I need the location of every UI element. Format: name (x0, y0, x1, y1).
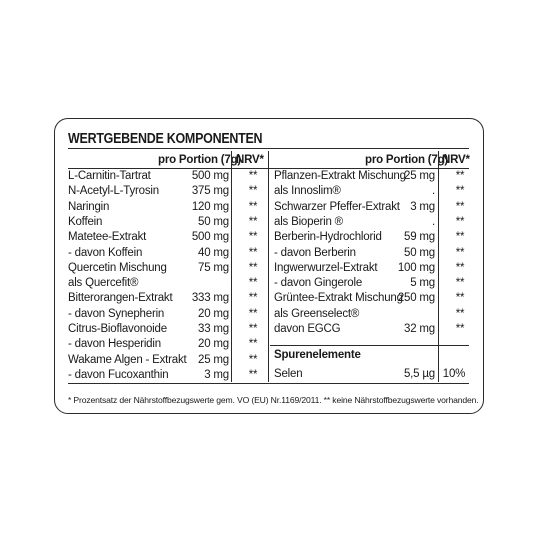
ingredient-amount: 75 mg (198, 261, 229, 274)
ingredient-nrv: ** (248, 292, 258, 305)
trace-heading: Spurenelemente (274, 349, 361, 361)
ingredient-name: als Innoslim® (274, 185, 341, 198)
ingredient-nrv: ** (455, 261, 465, 274)
ingredient-name: Matetee-Extrakt (68, 231, 147, 244)
ingredient-name: N-Acetyl-L-Tyrosin (68, 185, 159, 198)
right-col-nrv-header: NRV* (442, 154, 470, 166)
ingredient-amount: 20 mg (198, 338, 229, 351)
trace-row-name: Selen (274, 368, 303, 380)
ingredient-nrv: ** (248, 200, 258, 213)
ingredient-nrv: ** (455, 292, 465, 305)
ingredient-name: Schwarzer Pfeffer-Extrakt (274, 200, 400, 213)
ingredient-name: Berberin-Hydrochlorid (274, 231, 382, 244)
ingredient-nrv: ** (455, 231, 465, 244)
ingredient-name: Pflanzen-Extrakt Mischung (274, 170, 406, 182)
ingredient-nrv: ** (248, 185, 258, 198)
ingredient-name: - davon Berberin (274, 246, 356, 259)
ingredient-name: - davon Hesperidin (68, 338, 161, 351)
ingredient-name: - davon Koffein (68, 246, 143, 259)
title-underline (68, 148, 469, 149)
ingredient-amount: 3 mg (204, 368, 229, 381)
ingredient-amount: 25 mg (198, 353, 229, 366)
ingredient-nrv: ** (455, 307, 465, 320)
ingredient-name: Naringin (68, 200, 110, 213)
ingredient-amount: 500 mg (191, 231, 229, 244)
ingredient-nrv: ** (248, 338, 258, 351)
ingredient-nrv: ** (455, 215, 465, 228)
ingredient-nrv: ** (248, 261, 258, 274)
trace-separator (270, 345, 469, 346)
ingredient-name: als Quercefit® (68, 277, 139, 290)
ingredient-amount: 5 mg (410, 277, 435, 290)
right-nrv-divider (438, 151, 439, 382)
ingredient-amount: 375 mg (191, 185, 229, 198)
ingredient-name: als Bioperin ® (274, 215, 343, 228)
center-divider (268, 151, 269, 382)
ingredient-nrv: ** (455, 185, 465, 198)
trace-row-nrv: 10% (442, 368, 466, 380)
ingredient-amount: 59 mg (404, 231, 435, 244)
right-col-portion-header: pro Portion (7g) (365, 154, 449, 166)
left-nrv-divider (231, 151, 232, 382)
ingredient-nrv: ** (248, 231, 258, 244)
ingredient-nrv: ** (248, 215, 258, 228)
ingredient-amount: 100 mg (397, 261, 435, 274)
label-title: WERTGEBENDE KOMPONENTEN (68, 131, 263, 147)
ingredient-name: Citrus-Bioflavonoide (68, 323, 167, 335)
footnote: * Prozentsatz der Nährstoffbezugswerte g… (68, 395, 479, 405)
ingredient-amount: 33 mg (198, 323, 229, 335)
ingredient-amount: 20 mg (198, 307, 229, 320)
ingredient-amount: 250 mg (397, 292, 435, 305)
ingredient-name: Koffein (68, 215, 103, 228)
ingredient-name: als Greenselect® (274, 307, 360, 320)
table-bottom-rule (68, 383, 469, 384)
ingredient-nrv: ** (248, 353, 258, 366)
ingredient-nrv: ** (248, 246, 258, 259)
ingredient-nrv: ** (248, 170, 258, 182)
left-col-portion-header: pro Portion (7g) (158, 154, 242, 166)
ingredient-amount: 333 mg (191, 292, 229, 305)
ingredient-name: Wakame Algen - Extrakt (68, 353, 187, 366)
ingredient-amount: 40 mg (198, 246, 229, 259)
ingredient-name: Bitterorangen-Extrakt (68, 292, 173, 305)
ingredient-name: - davon Gingerole (274, 277, 363, 290)
ingredient-nrv: ** (248, 277, 258, 290)
left-col-nrv-header: NRV* (236, 154, 264, 166)
ingredient-nrv: ** (455, 246, 465, 259)
ingredient-amount: 25 mg (404, 170, 435, 182)
ingredient-amount: 120 mg (191, 200, 229, 213)
ingredient-nrv: ** (248, 307, 258, 320)
trace-row-value: 5,5 µg (403, 368, 435, 380)
ingredient-name: Grüntee-Extrakt Mischung (274, 292, 403, 305)
ingredient-nrv: ** (248, 368, 258, 381)
ingredient-name: - davon Fucoxanthin (68, 368, 169, 381)
ingredient-nrv: ** (248, 323, 258, 335)
ingredient-nrv: ** (455, 277, 465, 290)
ingredient-amount: . (432, 185, 435, 198)
ingredient-name: Ingwerwurzel-Extrakt (274, 261, 378, 274)
ingredient-name: Quercetin Mischung (68, 261, 167, 274)
ingredient-amount: 500 mg (191, 170, 229, 182)
ingredient-amount: 50 mg (404, 246, 435, 259)
nutrition-label-frame (54, 118, 484, 414)
ingredient-amount: 3 mg (410, 200, 435, 213)
ingredient-amount: . (432, 215, 435, 228)
ingredient-nrv: ** (455, 170, 465, 182)
ingredient-amount: 50 mg (198, 215, 229, 228)
ingredient-name: davon EGCG (274, 323, 341, 335)
ingredient-name: L-Carnitin-Tartrat (68, 170, 151, 182)
ingredient-nrv: ** (455, 200, 465, 213)
ingredient-nrv: ** (455, 323, 465, 335)
ingredient-amount: 32 mg (404, 323, 435, 335)
ingredient-name: - davon Synepherin (68, 307, 165, 320)
